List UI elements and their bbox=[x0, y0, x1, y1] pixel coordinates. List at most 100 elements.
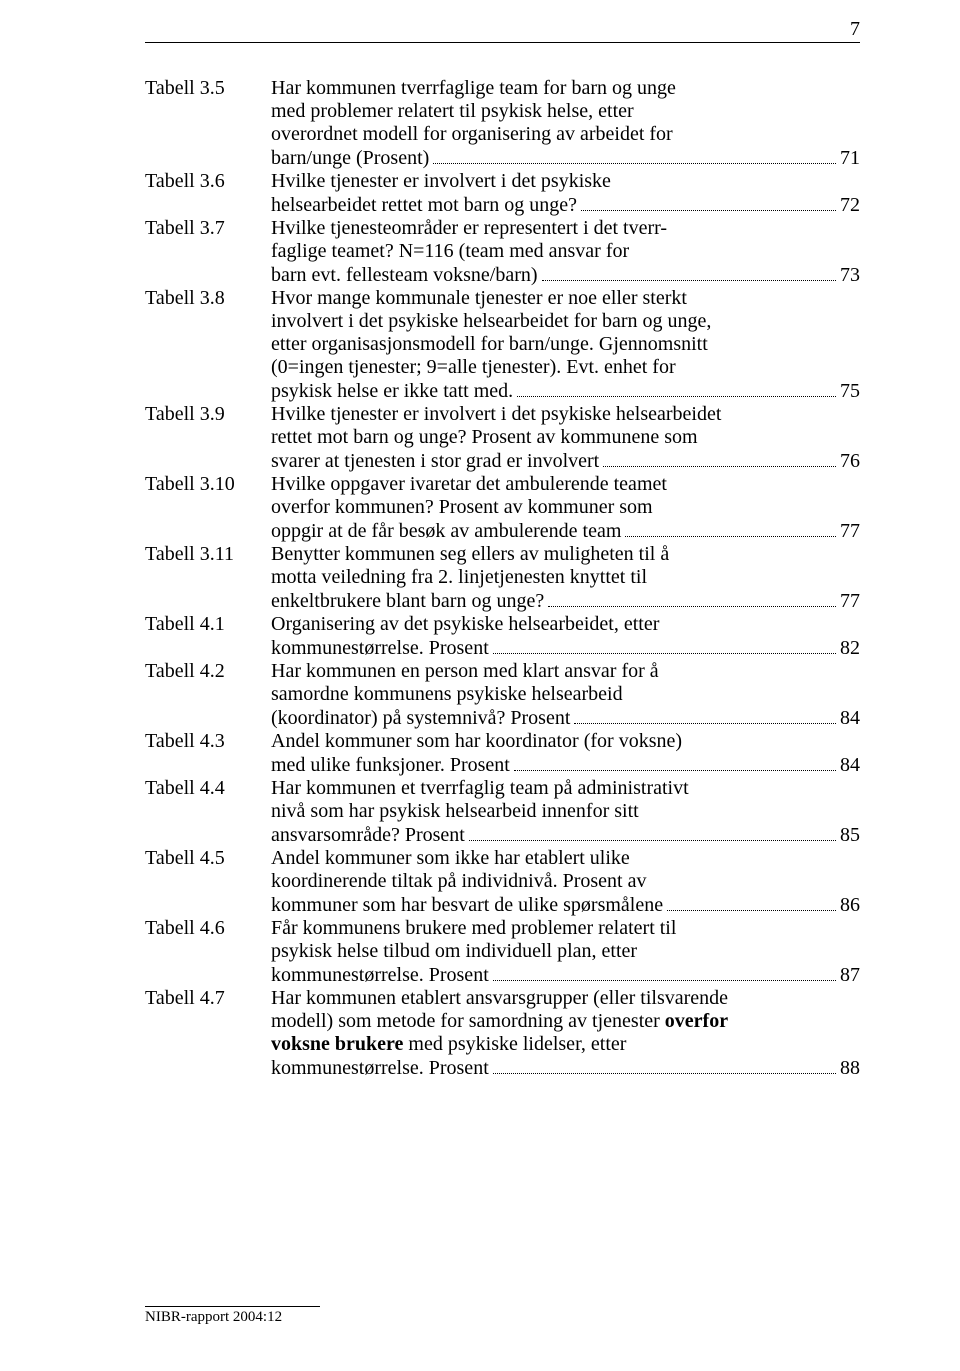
toc-label: Tabell 4.7 bbox=[145, 987, 271, 1010]
toc-entry: Tabell 4.2Har kommunen en person med kla… bbox=[145, 660, 860, 730]
toc-entry: Tabell 4.6Får kommunens brukere med prob… bbox=[145, 917, 860, 987]
toc-entry: Tabell 4.3Andel kommuner som har koordin… bbox=[145, 730, 860, 777]
toc-description: Andel kommuner som har koordinator (for … bbox=[271, 730, 860, 777]
toc-entry: Tabell 3.8Hvor mange kommunale tjenester… bbox=[145, 287, 860, 403]
page: 7 Tabell 3.5Har kommunen tverrfaglige te… bbox=[0, 0, 960, 1371]
toc-entry: Tabell 3.9Hvilke tjenester er involvert … bbox=[145, 403, 860, 473]
toc-label: Tabell 4.5 bbox=[145, 847, 271, 870]
dot-leader bbox=[493, 1056, 836, 1074]
toc-page: 85 bbox=[840, 824, 860, 847]
toc-last-line: oppgir at de får besøk av ambulerende te… bbox=[271, 519, 860, 543]
toc-line: voksne brukere med psykiske lidelser, et… bbox=[271, 1033, 860, 1056]
toc-line: motta veiledning fra 2. linjetjenesten k… bbox=[271, 566, 860, 589]
toc-label: Tabell 4.1 bbox=[145, 613, 271, 636]
footer: NIBR-rapport 2004:12 bbox=[145, 1306, 320, 1326]
toc-page: 84 bbox=[840, 754, 860, 777]
toc-label: Tabell 4.2 bbox=[145, 660, 271, 683]
toc-page: 86 bbox=[840, 894, 860, 917]
toc-line: Hvilke tjenesteområder er representert i… bbox=[271, 217, 860, 240]
dot-leader bbox=[603, 449, 836, 467]
toc-entry: Tabell 4.4Har kommunen et tverrfaglig te… bbox=[145, 777, 860, 847]
toc-trailing: kommunestørrelse. Prosent bbox=[271, 964, 489, 987]
dot-leader bbox=[433, 146, 836, 164]
toc-page: 76 bbox=[840, 450, 860, 473]
toc-entry: Tabell 3.6Hvilke tjenester er involvert … bbox=[145, 170, 860, 217]
toc-description: Benytter kommunen seg ellers av mulighet… bbox=[271, 543, 860, 613]
toc-last-line: ansvarsområde? Prosent 85 bbox=[271, 823, 860, 847]
toc-line: nivå som har psykisk helsearbeid innenfo… bbox=[271, 800, 860, 823]
dot-leader bbox=[581, 193, 836, 211]
toc-trailing: helsearbeidet rettet mot barn og unge? bbox=[271, 194, 577, 217]
toc-line: Har kommunen en person med klart ansvar … bbox=[271, 660, 860, 683]
toc-line: etter organisasjonsmodell for barn/unge.… bbox=[271, 333, 860, 356]
toc-trailing: barn evt. fellesteam voksne/barn) bbox=[271, 264, 538, 287]
toc-line: (0=ingen tjenester; 9=alle tjenester). E… bbox=[271, 356, 860, 379]
dot-leader bbox=[517, 379, 836, 397]
toc-last-line: helsearbeidet rettet mot barn og unge? 72 bbox=[271, 193, 860, 217]
toc-last-line: kommunestørrelse. Prosent88 bbox=[271, 1056, 860, 1080]
toc-description: Hvilke tjenesteområder er representert i… bbox=[271, 217, 860, 287]
toc-last-line: svarer at tjenesten i stor grad er invol… bbox=[271, 449, 860, 473]
toc-line: koordinerende tiltak på individnivå. Pro… bbox=[271, 870, 860, 893]
toc-line: Får kommunens brukere med problemer rela… bbox=[271, 917, 860, 940]
toc-label: Tabell 4.6 bbox=[145, 917, 271, 940]
toc-line: faglige teamet? N=116 (team med ansvar f… bbox=[271, 240, 860, 263]
toc-line: Andel kommuner som ikke har etablert uli… bbox=[271, 847, 860, 870]
toc-trailing: med ulike funksjoner. Prosent bbox=[271, 754, 510, 777]
toc-label: Tabell 4.3 bbox=[145, 730, 271, 753]
toc-last-line: (koordinator) på systemnivå? Prosent 84 bbox=[271, 706, 860, 730]
toc-page: 82 bbox=[840, 637, 860, 660]
toc-page: 84 bbox=[840, 707, 860, 730]
toc-description: Har kommunen etablert ansvarsgrupper (el… bbox=[271, 987, 860, 1080]
dot-leader bbox=[574, 706, 836, 724]
toc-trailing: oppgir at de får besøk av ambulerende te… bbox=[271, 520, 621, 543]
toc-trailing: enkeltbrukere blant barn og unge? bbox=[271, 590, 544, 613]
toc-page: 73 bbox=[840, 264, 860, 287]
toc-label: Tabell 3.8 bbox=[145, 287, 271, 310]
toc-last-line: kommunestørrelse. Prosent82 bbox=[271, 636, 860, 660]
toc-line: psykisk helse tilbud om individuell plan… bbox=[271, 940, 860, 963]
toc-trailing: svarer at tjenesten i stor grad er invol… bbox=[271, 450, 599, 473]
toc-line: samordne kommunens psykiske helsearbeid bbox=[271, 683, 860, 706]
toc-page: 77 bbox=[840, 520, 860, 543]
toc-label: Tabell 3.10 bbox=[145, 473, 271, 496]
toc-label: Tabell 3.7 bbox=[145, 217, 271, 240]
toc-description: Har kommunen en person med klart ansvar … bbox=[271, 660, 860, 730]
toc-description: Hvor mange kommunale tjenester er noe el… bbox=[271, 287, 860, 403]
toc-line: Andel kommuner som har koordinator (for … bbox=[271, 730, 860, 753]
toc-last-line: kommuner som har besvart de ulike spørsm… bbox=[271, 893, 860, 917]
toc-description: Har kommunen tverrfaglige team for barn … bbox=[271, 77, 860, 170]
toc-line: Hvilke oppgaver ivaretar det ambulerende… bbox=[271, 473, 860, 496]
toc-line: overordnet modell for organisering av ar… bbox=[271, 123, 860, 146]
toc-line: Har kommunen et tverrfaglig team på admi… bbox=[271, 777, 860, 800]
dot-leader bbox=[667, 893, 836, 911]
toc-label: Tabell 3.11 bbox=[145, 543, 271, 566]
toc-page: 87 bbox=[840, 964, 860, 987]
page-number: 7 bbox=[850, 18, 860, 41]
toc-line: Benytter kommunen seg ellers av mulighet… bbox=[271, 543, 860, 566]
toc-last-line: med ulike funksjoner. Prosent 84 bbox=[271, 753, 860, 777]
footer-text: NIBR-rapport 2004:12 bbox=[145, 1309, 320, 1326]
toc-page: 72 bbox=[840, 194, 860, 217]
toc-last-line: kommunestørrelse. Prosent 87 bbox=[271, 963, 860, 987]
toc-description: Organisering av det psykiske helsearbeid… bbox=[271, 613, 860, 660]
header-rule bbox=[145, 42, 860, 43]
toc-description: Andel kommuner som ikke har etablert uli… bbox=[271, 847, 860, 917]
toc-trailing: (koordinator) på systemnivå? Prosent bbox=[271, 707, 570, 730]
toc-description: Hvilke tjenester er involvert i det psyk… bbox=[271, 170, 860, 217]
toc-trailing: kommunestørrelse. Prosent bbox=[271, 1057, 489, 1080]
toc-page: 75 bbox=[840, 380, 860, 403]
dot-leader bbox=[514, 753, 836, 771]
toc-line: involvert i det psykiske helsearbeidet f… bbox=[271, 310, 860, 333]
toc-entries: Tabell 3.5Har kommunen tverrfaglige team… bbox=[145, 77, 860, 1080]
dot-leader bbox=[542, 263, 836, 281]
toc-entry: Tabell 4.7Har kommunen etablert ansvarsg… bbox=[145, 987, 860, 1080]
toc-line: rettet mot barn og unge? Prosent av komm… bbox=[271, 426, 860, 449]
toc-label: Tabell 4.4 bbox=[145, 777, 271, 800]
toc-page: 71 bbox=[840, 147, 860, 170]
toc-entry: Tabell 4.1Organisering av det psykiske h… bbox=[145, 613, 860, 660]
toc-trailing: ansvarsområde? Prosent bbox=[271, 824, 465, 847]
dot-leader bbox=[469, 823, 836, 841]
toc-last-line: enkeltbrukere blant barn og unge?77 bbox=[271, 589, 860, 613]
toc-line: med problemer relatert til psykisk helse… bbox=[271, 100, 860, 123]
